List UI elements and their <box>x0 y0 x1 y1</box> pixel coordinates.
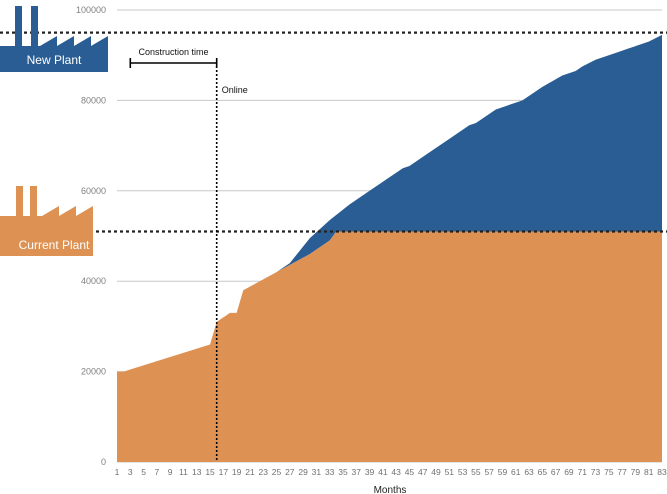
x-tick-label: 15 <box>205 467 215 477</box>
x-tick-label: 81 <box>644 467 654 477</box>
x-tick-label: 61 <box>511 467 521 477</box>
x-tick-label: 49 <box>431 467 441 477</box>
x-tick-label: 67 <box>551 467 561 477</box>
x-tick-label: 83 <box>657 467 667 477</box>
x-tick-label: 63 <box>524 467 534 477</box>
x-tick-label: 77 <box>617 467 627 477</box>
x-tick-label: 35 <box>338 467 348 477</box>
legend-new-plant: New Plant <box>0 6 108 72</box>
x-tick-label: 13 <box>192 467 202 477</box>
x-tick-label: 29 <box>298 467 308 477</box>
x-tick-label: 31 <box>312 467 322 477</box>
y-tick-label: 0 <box>101 457 106 467</box>
x-tick-label: 69 <box>564 467 574 477</box>
current-plant-area <box>117 231 662 462</box>
x-tick-label: 51 <box>445 467 455 477</box>
y-tick-label: 60000 <box>81 186 106 196</box>
x-tick-label: 11 <box>179 467 188 477</box>
x-tick-label: 65 <box>538 467 548 477</box>
x-tick-label: 19 <box>232 467 242 477</box>
y-tick-label: 20000 <box>81 367 106 377</box>
x-tick-label: 39 <box>365 467 375 477</box>
x-tick-label: 5 <box>141 467 146 477</box>
x-tick-label: 59 <box>498 467 508 477</box>
factory-icon <box>0 186 93 256</box>
x-axis: 1 3 5 7 9 11 13 15 17 19 21 23 25 27 29 31 33 35 37 39 41 43 4… <box>115 467 667 477</box>
legend-new-plant-label: New Plant <box>27 53 82 67</box>
y-axis: 0 20000 40000 60000 80000 100000 <box>76 5 106 467</box>
x-tick-label: 73 <box>591 467 601 477</box>
x-tick-label: 23 <box>258 467 268 477</box>
construction-time-bracket <box>129 58 218 68</box>
x-tick-label: 25 <box>272 467 282 477</box>
x-axis-label: Months <box>374 485 407 494</box>
x-tick-label: 43 <box>391 467 401 477</box>
y-tick-label: 80000 <box>81 95 106 105</box>
x-tick-label: 37 <box>352 467 362 477</box>
x-tick-label: 17 <box>219 467 229 477</box>
x-tick-label: 1 <box>115 467 120 477</box>
x-tick-label: 53 <box>458 467 468 477</box>
x-tick-label: 57 <box>484 467 494 477</box>
x-tick-label: 7 <box>155 467 160 477</box>
x-tick-label: 21 <box>245 467 255 477</box>
x-tick-label: 79 <box>631 467 641 477</box>
area-series <box>117 34 662 462</box>
x-tick-label: 27 <box>285 467 295 477</box>
online-label: Online <box>222 85 248 95</box>
y-tick-label: 100000 <box>76 5 106 15</box>
x-tick-label: 45 <box>405 467 415 477</box>
y-tick-label: 40000 <box>81 276 106 286</box>
x-tick-label: 47 <box>418 467 428 477</box>
annotations: Online Construction time <box>129 47 248 462</box>
new-plant-area <box>276 34 662 273</box>
construction-time-label: Construction time <box>138 47 208 57</box>
x-tick-label: 33 <box>325 467 335 477</box>
x-tick-label: 71 <box>578 467 588 477</box>
factory-icon <box>0 6 108 72</box>
x-tick-label: 9 <box>168 467 173 477</box>
x-tick-label: 55 <box>471 467 481 477</box>
legend-current-plant: Current Plant <box>0 186 93 256</box>
x-tick-label: 3 <box>128 467 133 477</box>
x-tick-label: 41 <box>378 467 388 477</box>
x-tick-label: 75 <box>604 467 614 477</box>
legend-current-plant-label: Current Plant <box>19 238 90 252</box>
